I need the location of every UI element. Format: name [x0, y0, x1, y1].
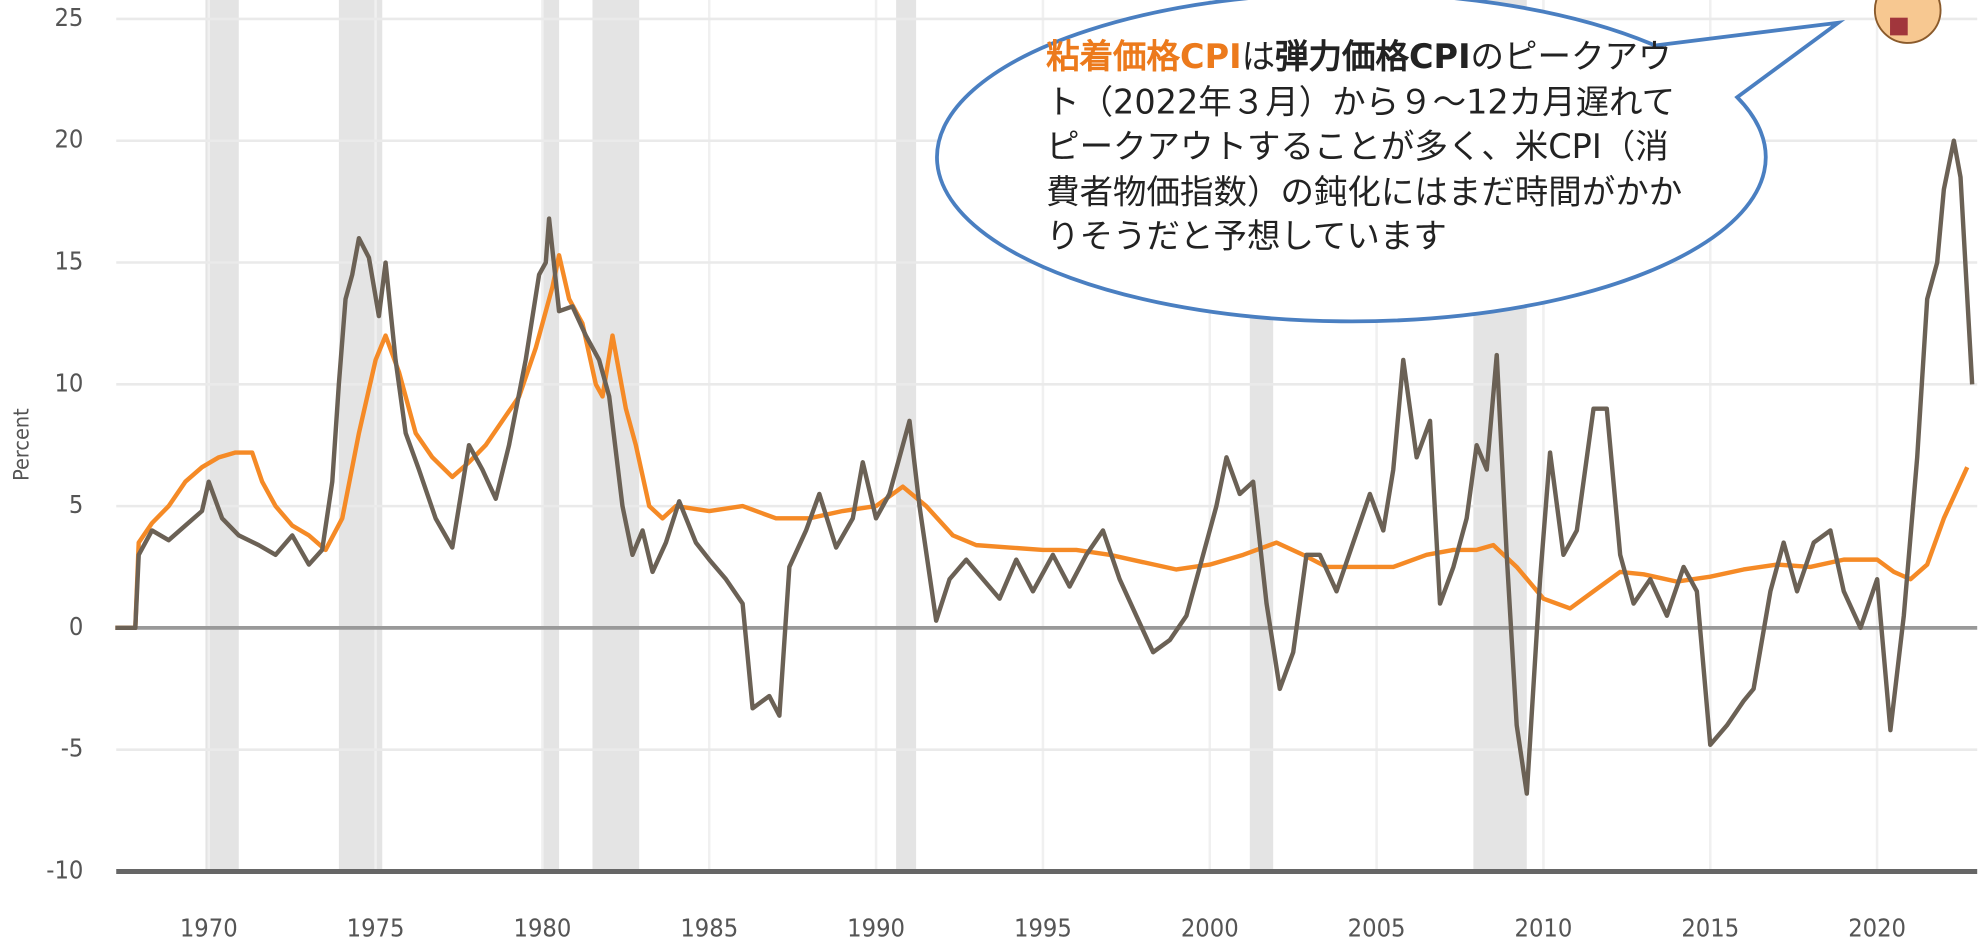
- recession-band: [542, 0, 560, 872]
- annotation: 粘着価格CPIは弾力価格CPIのピークアウト（2022年３月）から９～12カ月遅…: [1046, 35, 1684, 259]
- y-tick-label: -5: [61, 734, 84, 763]
- annotation-box: 粘着価格CPIは弾力価格CPIのピークアウト（2022年３月）から９～12カ月遅…: [1046, 35, 1684, 259]
- character: [1873, 0, 1942, 44]
- annotation-highlight: 粘着価格CPI: [1046, 37, 1242, 78]
- x-tick-label: 1970: [180, 914, 238, 943]
- y-tick-label: 25: [54, 3, 83, 32]
- y-tick-label: 15: [54, 247, 83, 276]
- y-tick-label: 10: [54, 368, 83, 397]
- x-tick-label: 2020: [1848, 914, 1906, 943]
- series-line: [115, 253, 1970, 631]
- x-tick-label: 2015: [1681, 914, 1739, 943]
- x-tick-label: 1995: [1014, 914, 1072, 943]
- x-tick-label: 1990: [847, 914, 905, 943]
- x-tick-label: 1975: [347, 914, 405, 943]
- y-tick-label: 5: [69, 490, 83, 519]
- y-tick-label: -10: [46, 855, 83, 884]
- y-axis-label: Percent: [10, 408, 35, 481]
- annotation-text: は: [1241, 37, 1276, 78]
- x-tick-label: 1985: [680, 914, 738, 943]
- annotation-highlight: 弾力価格CPI: [1275, 37, 1471, 78]
- x-tick-label: 2010: [1515, 914, 1573, 943]
- x-tick-label: 1980: [514, 914, 572, 943]
- y-tick-label: 0: [69, 612, 83, 641]
- x-tick-label: 2005: [1348, 914, 1406, 943]
- y-tick-label: 20: [54, 125, 83, 154]
- recession-band: [205, 0, 239, 872]
- x-tick-label: 2000: [1181, 914, 1239, 943]
- annotation-text: のピークアウト（2022年３月）から９～12カ月遅れてピークアウトすることが多く…: [1046, 37, 1683, 257]
- speech-bubble: [935, 0, 1846, 324]
- series-line: [115, 138, 1975, 796]
